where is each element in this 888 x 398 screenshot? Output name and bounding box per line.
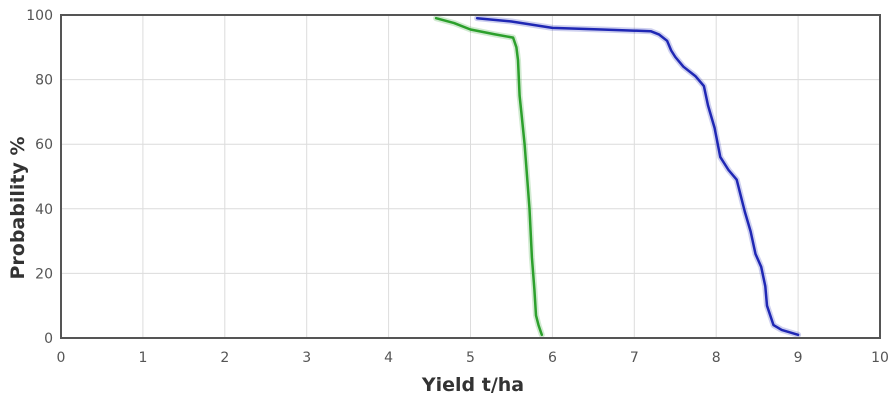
series-group xyxy=(433,15,802,338)
y-tick-label: 100 xyxy=(26,8,53,24)
x-tick-label: 6 xyxy=(548,350,557,366)
x-tick-label: 8 xyxy=(712,350,721,366)
grid xyxy=(60,14,881,339)
plot-frame xyxy=(60,14,881,339)
series-1-line xyxy=(434,16,544,337)
y-tick-label: 60 xyxy=(35,137,53,153)
x-tick-label: 2 xyxy=(220,350,229,366)
x-tick-label: 0 xyxy=(57,350,66,366)
x-tick-label: 9 xyxy=(794,350,803,366)
y-tick-label: 80 xyxy=(35,73,53,89)
x-axis-ticks: 0 1 2 3 4 5 6 7 8 9 10 xyxy=(57,350,888,366)
x-tick-label: 7 xyxy=(630,350,639,366)
x-tick-label: 4 xyxy=(384,350,393,366)
y-tick-label: 20 xyxy=(35,266,53,282)
series-2-line xyxy=(475,16,800,337)
x-tick-label: 1 xyxy=(138,350,147,366)
y-axis-ticks: 0 20 40 60 80 100 xyxy=(26,8,53,347)
x-tick-label: 5 xyxy=(466,350,475,366)
x-axis-title: Yield t/ha xyxy=(421,374,524,396)
y-tick-label: 40 xyxy=(35,202,53,218)
x-tick-label: 3 xyxy=(302,350,311,366)
y-tick-label: 0 xyxy=(44,331,53,347)
x-tick-label: 10 xyxy=(871,350,888,366)
y-axis-title: Probability % xyxy=(7,136,29,279)
